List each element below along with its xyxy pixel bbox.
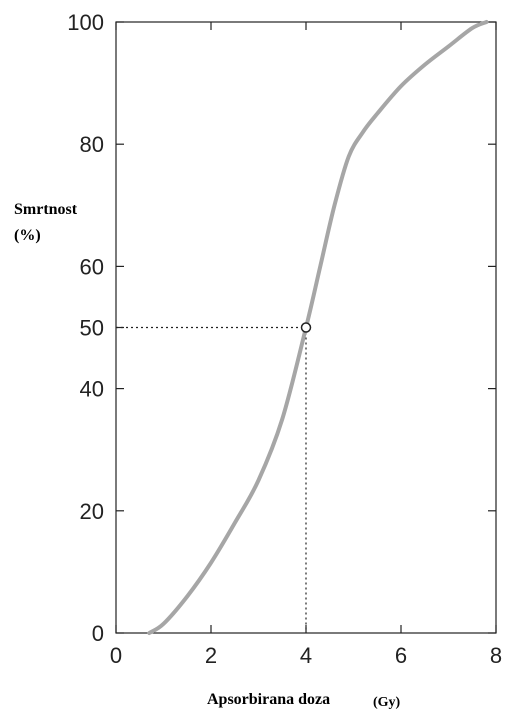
x-tick-label: 8 (490, 643, 502, 668)
series (147, 20, 489, 635)
x-tick-label: 0 (110, 643, 122, 668)
guides (116, 326, 307, 633)
y-tick-label: 40 (80, 377, 104, 402)
y-tick-label: 50 (80, 316, 104, 341)
ld50-point (300, 322, 312, 333)
y-axis-title-line1: Smrtnost (14, 201, 78, 218)
ticks (115, 21, 497, 634)
x-tick-label: 4 (300, 643, 312, 668)
x-axis-title: Apsorbirana doza (207, 691, 330, 708)
y-tick-label: 80 (80, 132, 104, 157)
y-tick-label: 100 (67, 10, 104, 35)
y-tick-label: 20 (80, 499, 104, 524)
y-tick-label: 60 (80, 254, 104, 279)
x-tick-label: 2 (205, 643, 217, 668)
y-tick-label: 0 (92, 621, 104, 646)
y-axis-title-line2: (%) (14, 227, 41, 244)
x-axis-unit: (Gy) (373, 695, 401, 710)
x-tick-label: 6 (395, 643, 407, 668)
series-line (147, 20, 489, 635)
